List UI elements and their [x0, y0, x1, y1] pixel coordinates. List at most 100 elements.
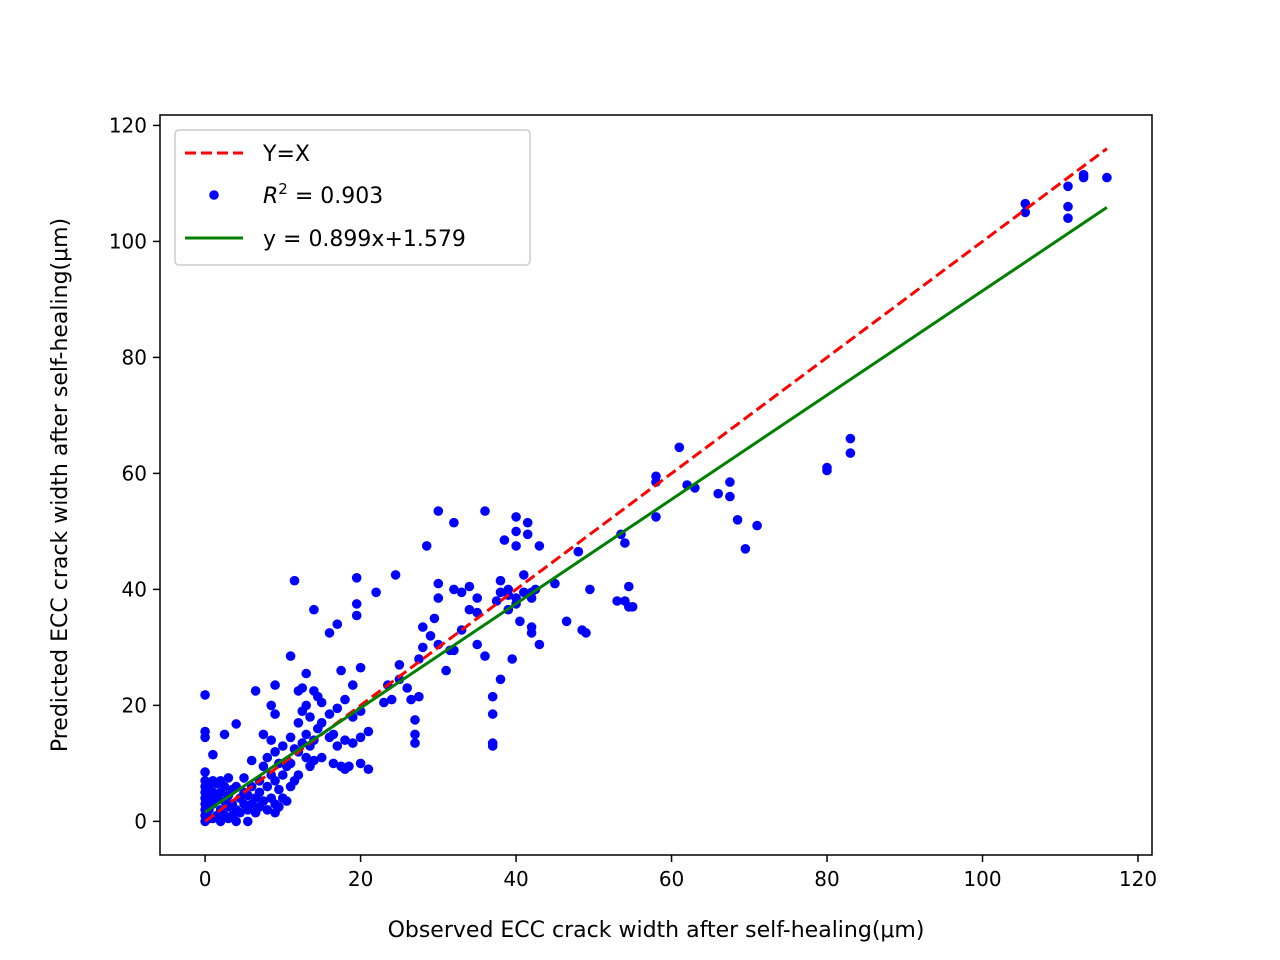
data-point: [495, 575, 506, 586]
y-tick-label: 120: [109, 113, 147, 137]
data-point: [262, 805, 273, 815]
data-point: [340, 694, 350, 705]
data-point: [363, 726, 374, 737]
data-point: [309, 755, 319, 766]
data-point: [418, 622, 428, 632]
data-point: [449, 517, 459, 528]
data-point: [301, 668, 312, 679]
data-point: [250, 686, 261, 696]
data-point: [1020, 207, 1031, 218]
data-point: [301, 729, 312, 740]
data-point: [394, 660, 405, 670]
data-point: [487, 709, 498, 719]
data-point: [266, 700, 277, 711]
data-point: [550, 578, 560, 589]
data-point: [480, 506, 490, 516]
data-point: [519, 570, 529, 580]
data-point: [243, 816, 253, 827]
data-point: [561, 616, 572, 627]
data-point: [258, 761, 269, 772]
y-tick-label: 0: [134, 809, 147, 833]
data-point: [1102, 172, 1112, 183]
data-point: [258, 729, 269, 740]
y-tick-label: 20: [122, 693, 147, 717]
data-point: [480, 651, 490, 661]
y-tick-label: 40: [122, 577, 147, 601]
y-axis-label: Predicted ECC crack width after self-hea…: [48, 218, 73, 752]
data-point: [289, 575, 300, 586]
data-point: [464, 604, 475, 615]
data-point: [651, 512, 661, 522]
data-point: [200, 726, 210, 737]
data-point: [845, 448, 856, 458]
x-axis-label: Observed ECC crack width after self-heal…: [388, 918, 925, 943]
data-point: [278, 741, 288, 751]
x-tick-label: 40: [503, 867, 528, 891]
data-point: [285, 732, 296, 743]
data-point: [410, 729, 420, 740]
data-point: [270, 709, 280, 719]
data-point: [519, 587, 529, 598]
data-point: [340, 735, 350, 745]
data-point: [379, 697, 389, 708]
axes-frame: [159, 114, 1153, 856]
data-point: [612, 596, 622, 606]
data-point: [421, 541, 432, 551]
data-point: [429, 613, 440, 624]
legend-swatch-scatter-marker: [209, 190, 219, 200]
regression-fit-line: [204, 206, 1108, 814]
data-point: [713, 488, 723, 499]
data-point: [449, 584, 459, 595]
data-point: [472, 639, 483, 650]
data-point: [487, 691, 498, 702]
axis-ticks: 0 20 40 60 80 100 120 0 20 40 60 80 100 120: [109, 113, 1157, 891]
data-point: [534, 541, 545, 551]
data-point: [328, 729, 339, 740]
data-point: [344, 761, 354, 772]
data-point: [223, 773, 234, 783]
data-point: [511, 512, 521, 522]
r-squared-symbol: R: [263, 184, 278, 209]
data-point: [425, 631, 436, 641]
x-tick-label: 60: [659, 867, 684, 891]
data-point: [316, 752, 327, 763]
data-point: [845, 433, 856, 444]
data-point: [231, 719, 241, 729]
data-point: [581, 628, 591, 638]
data-point: [274, 784, 284, 795]
r-squared-superscript: 2: [278, 180, 288, 198]
data-point: [293, 718, 304, 728]
data-point: [410, 715, 420, 725]
data-point: [433, 578, 444, 589]
data-point: [534, 639, 545, 650]
data-point: [270, 776, 280, 786]
data-point: [219, 729, 230, 740]
data-point: [316, 697, 327, 708]
data-point: [219, 781, 230, 792]
identity-line: [204, 147, 1108, 823]
data-point: [355, 732, 366, 743]
data-point: [274, 802, 284, 812]
y-tick-label: 60: [122, 461, 147, 485]
data-point: [495, 674, 506, 685]
data-point: [433, 506, 444, 516]
data-point: [585, 584, 595, 595]
legend-box: [174, 129, 531, 266]
data-point: [363, 764, 374, 774]
data-point: [200, 767, 210, 777]
data-point: [627, 602, 638, 612]
data-point: [418, 642, 428, 653]
data-point: [231, 816, 241, 827]
data-point: [254, 787, 265, 798]
y-tick-label: 100: [109, 229, 147, 253]
x-tick-label: 20: [348, 867, 373, 891]
data-point: [351, 573, 362, 583]
data-point: [262, 781, 273, 792]
data-point: [433, 593, 444, 603]
data-point: [351, 610, 362, 621]
data-point: [515, 616, 525, 627]
x-tick-label: 80: [814, 867, 839, 891]
data-point: [499, 535, 510, 545]
data-point: [1078, 172, 1089, 183]
data-point: [511, 541, 521, 551]
